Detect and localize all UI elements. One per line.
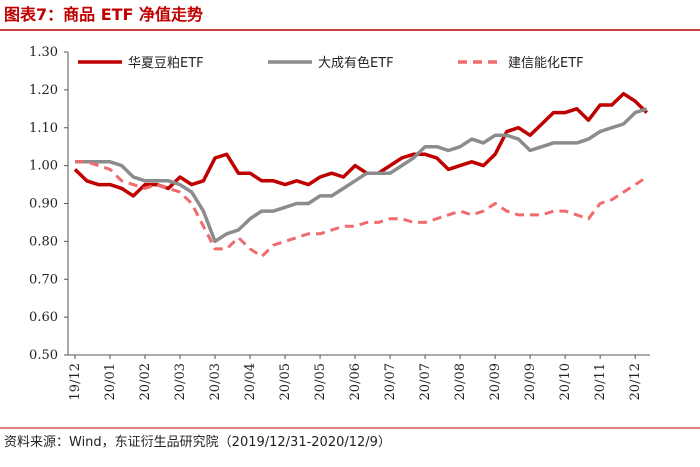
y-tick-label: 1.20 bbox=[29, 83, 58, 98]
x-tick-label: 20/12 bbox=[628, 363, 643, 400]
x-tick-label: 20/03 bbox=[173, 363, 188, 400]
series-line bbox=[73, 91, 649, 198]
series-line bbox=[75, 160, 648, 258]
source: 资料来源：Wind，东证衍生品研究院（2019/12/31-2020/12/9） bbox=[4, 435, 391, 450]
x-tick-label: 20/07 bbox=[383, 363, 398, 400]
x-tick-label: 19/12 bbox=[68, 363, 83, 400]
x-tick-label: 20/09 bbox=[488, 363, 503, 400]
x-tick-label: 20/11 bbox=[593, 363, 608, 400]
x-tick-label: 20/05 bbox=[278, 363, 293, 400]
x-tick-label: 20/07 bbox=[418, 363, 433, 400]
legend-label: 华夏豆粕ETF bbox=[128, 56, 204, 71]
y-tick-label: 1.10 bbox=[29, 121, 58, 136]
x-tick-label: 20/02 bbox=[138, 363, 153, 400]
legend-label: 大成有色ETF bbox=[318, 55, 394, 71]
x-tick-label: 20/01 bbox=[103, 363, 118, 400]
x-tick-label: 20/10 bbox=[558, 363, 573, 400]
y-tick-label: 1.30 bbox=[29, 45, 58, 60]
y-tick-label: 0.80 bbox=[29, 234, 58, 249]
y-tick-label: 0.60 bbox=[29, 310, 58, 325]
legend-label: 建信能化ETF bbox=[508, 56, 584, 71]
y-tick-label: 0.70 bbox=[29, 272, 58, 287]
y-tick-label: 0.90 bbox=[29, 197, 58, 212]
chart-title: 图表7：商品 ETF 净值走势 bbox=[4, 5, 203, 24]
x-tick-label: 20/06 bbox=[348, 363, 363, 400]
x-tick-label: 20/08 bbox=[453, 363, 468, 400]
x-tick-label: 20/05 bbox=[313, 363, 328, 400]
x-tick-label: 20/09 bbox=[523, 363, 538, 400]
x-tick-label: 20/04 bbox=[243, 363, 258, 400]
series-line bbox=[75, 107, 648, 244]
y-tick-label: 0.50 bbox=[29, 348, 58, 363]
y-tick-label: 1.00 bbox=[29, 159, 58, 174]
x-tick-label: 20/03 bbox=[208, 363, 223, 400]
